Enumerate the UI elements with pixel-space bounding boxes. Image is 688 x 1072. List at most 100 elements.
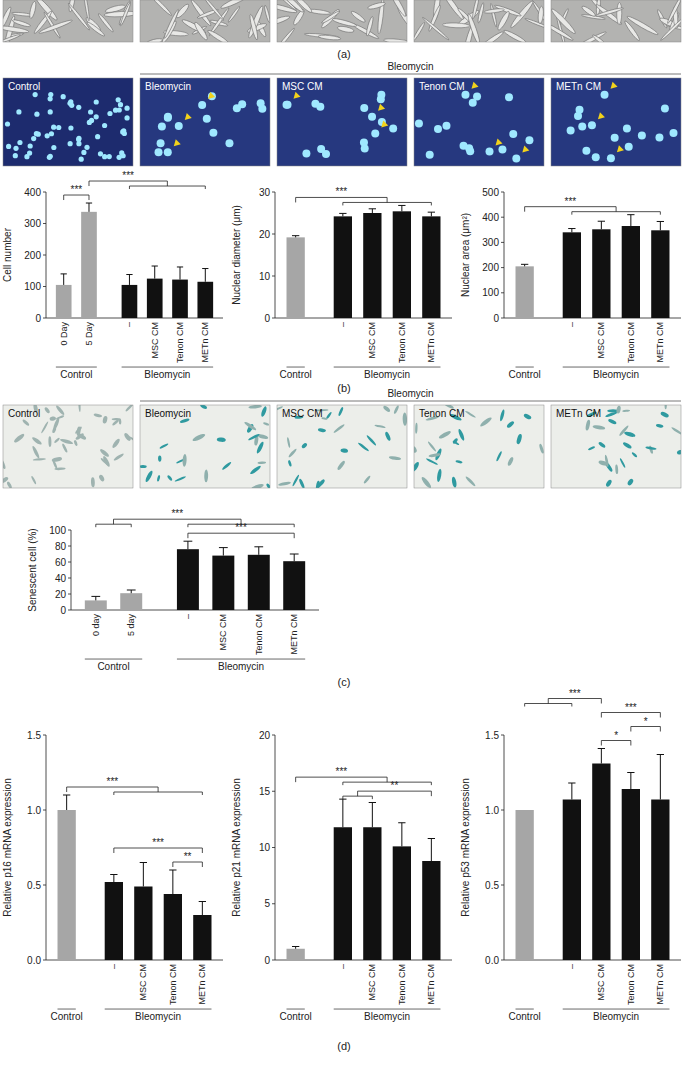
group-header-rule — [140, 74, 681, 75]
significance-label: * — [644, 716, 648, 727]
cell — [159, 443, 169, 450]
bar — [334, 216, 352, 318]
y-tick — [272, 318, 275, 319]
x-tick-label: Tenon CM — [626, 964, 636, 1005]
nucleus — [238, 100, 246, 108]
bar-chart: 0100200300400Cell number0 Day5 Day–MSC C… — [2, 170, 223, 380]
bar — [58, 810, 76, 960]
significance-bracket — [67, 787, 203, 795]
group-rule — [334, 367, 441, 368]
x-tick-label: 0 Day — [59, 322, 69, 346]
cell — [99, 448, 110, 458]
micrograph — [140, 78, 270, 166]
cell — [598, 441, 606, 448]
significance-bracket — [343, 791, 432, 799]
y-tick — [43, 318, 46, 319]
nucleus — [208, 92, 216, 100]
bar — [56, 285, 72, 318]
cell — [48, 436, 51, 447]
nucleus — [611, 134, 619, 142]
cell — [97, 13, 114, 33]
y-tick-label: 300 — [24, 218, 41, 229]
y-tick-label: 0 — [493, 313, 499, 324]
cell — [415, 423, 418, 434]
nucleus — [117, 107, 122, 112]
micrograph — [272, 405, 407, 492]
error-bar — [657, 221, 664, 230]
nucleus — [175, 122, 183, 130]
error-bar — [126, 275, 132, 285]
cell — [608, 418, 617, 425]
cell — [496, 451, 503, 462]
micrograph-content — [140, 78, 270, 166]
bar — [85, 600, 107, 610]
error-bar — [177, 267, 183, 280]
cell — [660, 16, 681, 42]
cell — [83, 0, 90, 21]
image-label: Control — [8, 408, 40, 419]
bar — [197, 282, 213, 318]
y-tick-label: 20 — [259, 229, 271, 240]
nucleus — [48, 96, 53, 101]
significance-bracket — [89, 181, 205, 189]
bar — [172, 280, 188, 318]
image-label: Control — [8, 81, 40, 92]
y-axis-title: Relative p53 mRNA expression — [460, 778, 471, 916]
micrograph-ground — [277, 405, 407, 488]
error-bar — [184, 541, 193, 549]
bar-chart: 0100200300400500Nuclear area (μm²)–MSC C… — [460, 187, 681, 381]
bar-chart: 020406080100Senescent cell (%)0 day5 day… — [27, 508, 319, 672]
cell — [113, 453, 124, 462]
cell — [438, 430, 452, 440]
bar — [287, 949, 305, 960]
nucleus — [311, 100, 319, 108]
cell — [266, 483, 270, 488]
cell — [671, 426, 681, 435]
significance-bracket — [631, 727, 661, 732]
group-label: Bleomycin — [135, 1011, 181, 1022]
nucleus — [638, 131, 646, 139]
nucleus — [486, 147, 494, 155]
nucleus — [87, 120, 92, 125]
error-bar — [86, 203, 92, 212]
nucleus — [578, 123, 586, 131]
cell — [278, 481, 291, 486]
nucleus — [426, 151, 434, 159]
micrograph — [551, 78, 681, 166]
micrograph-frame — [277, 405, 407, 488]
nucleus — [28, 143, 33, 148]
bar — [422, 861, 440, 960]
cell — [31, 436, 42, 446]
error-bar — [61, 274, 67, 285]
group-rule — [563, 367, 670, 368]
bar — [563, 232, 581, 318]
significance-bracket — [525, 699, 602, 707]
group-rule — [85, 659, 142, 660]
panel-label: (a) — [337, 48, 350, 60]
y-tick-label: 100 — [24, 281, 41, 292]
cell — [457, 428, 465, 441]
significance-bracket — [601, 741, 631, 746]
cell — [51, 456, 62, 462]
arrowhead — [294, 92, 301, 99]
x-tick-label: MSC CM — [596, 322, 606, 359]
bar — [363, 213, 381, 318]
arrowhead — [611, 82, 618, 89]
x-tick-label: MSC CM — [138, 964, 148, 1001]
cell — [624, 431, 636, 438]
micrograph-content — [414, 78, 544, 166]
nucleus — [118, 102, 123, 107]
y-tick — [43, 223, 46, 224]
micrograph-content — [277, 0, 407, 42]
micrograph — [264, 0, 414, 54]
nucleus — [33, 92, 38, 97]
y-axis — [46, 192, 47, 318]
nucleus — [360, 139, 368, 147]
nucleus — [68, 125, 73, 130]
group-rule — [177, 659, 305, 660]
x-tick-label: – — [109, 964, 119, 969]
nucleus — [49, 131, 54, 136]
bar — [134, 887, 152, 961]
cell — [357, 442, 369, 452]
micrograph-content — [277, 405, 407, 488]
